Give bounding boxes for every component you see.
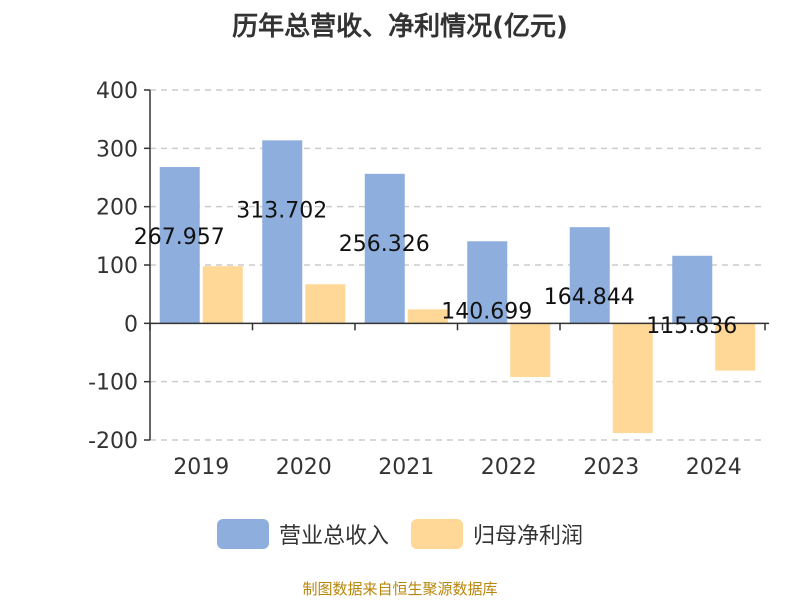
data-label: 267.957 — [134, 225, 225, 250]
data-label: 140.699 — [441, 299, 532, 324]
data-label: 164.844 — [544, 285, 635, 310]
legend-label-revenue: 营业总收入 — [278, 524, 389, 549]
y-tick-label: 300 — [96, 137, 138, 162]
data-label: 115.836 — [646, 314, 737, 339]
y-tick-label: 100 — [96, 254, 138, 279]
x-tick-label: 2021 — [378, 455, 434, 480]
bar-net-profit[interactable] — [407, 309, 448, 324]
bar-revenue[interactable] — [159, 167, 200, 324]
bar-net-profit[interactable] — [510, 323, 551, 377]
legend-swatch-revenue — [216, 519, 269, 549]
bar-revenue[interactable] — [672, 255, 713, 324]
data-label: 313.702 — [236, 198, 327, 223]
axes: 400 300 200 100 0 -100 -200 2019 2020 2021 2022 202… — [88, 79, 769, 480]
bar-revenue[interactable] — [364, 173, 405, 324]
y-tick-label: -200 — [88, 429, 138, 454]
legend-item-net-profit[interactable]: 归母净利润 — [411, 518, 583, 550]
bar-net-profit[interactable] — [305, 284, 346, 324]
bars — [159, 140, 756, 433]
legend: 营业总收入 归母净利润 — [0, 518, 800, 550]
y-tick-label: 400 — [96, 79, 138, 104]
data-label: 256.326 — [339, 232, 430, 257]
bar-revenue[interactable] — [467, 241, 508, 324]
data-labels: 267.957 313.702 256.326 140.699 164.844 115.8… — [134, 198, 737, 338]
bar-net-profit[interactable] — [715, 323, 756, 371]
x-tick-label: 2020 — [276, 455, 332, 480]
x-tick-label: 2023 — [583, 455, 639, 480]
x-tick-label: 2024 — [686, 455, 742, 480]
chart-title: 历年总营收、净利情况(亿元) — [232, 12, 568, 42]
y-tick-label: -100 — [88, 371, 138, 396]
source-footer: 制图数据来自恒生聚源数据库 — [302, 580, 498, 598]
legend-label-net-profit: 归母净利润 — [473, 524, 584, 549]
x-tick-label: 2022 — [481, 455, 537, 480]
legend-item-revenue[interactable]: 营业总收入 — [216, 518, 389, 550]
bar-revenue[interactable] — [569, 227, 610, 324]
y-tick-label: 0 — [124, 312, 138, 337]
y-tick-label: 200 — [96, 196, 138, 221]
bar-net-profit[interactable] — [202, 266, 243, 324]
legend-swatch-net-profit — [411, 519, 463, 549]
x-tick-label: 2019 — [173, 455, 229, 480]
bar-revenue[interactable] — [262, 140, 303, 324]
bar-net-profit[interactable] — [612, 323, 653, 433]
